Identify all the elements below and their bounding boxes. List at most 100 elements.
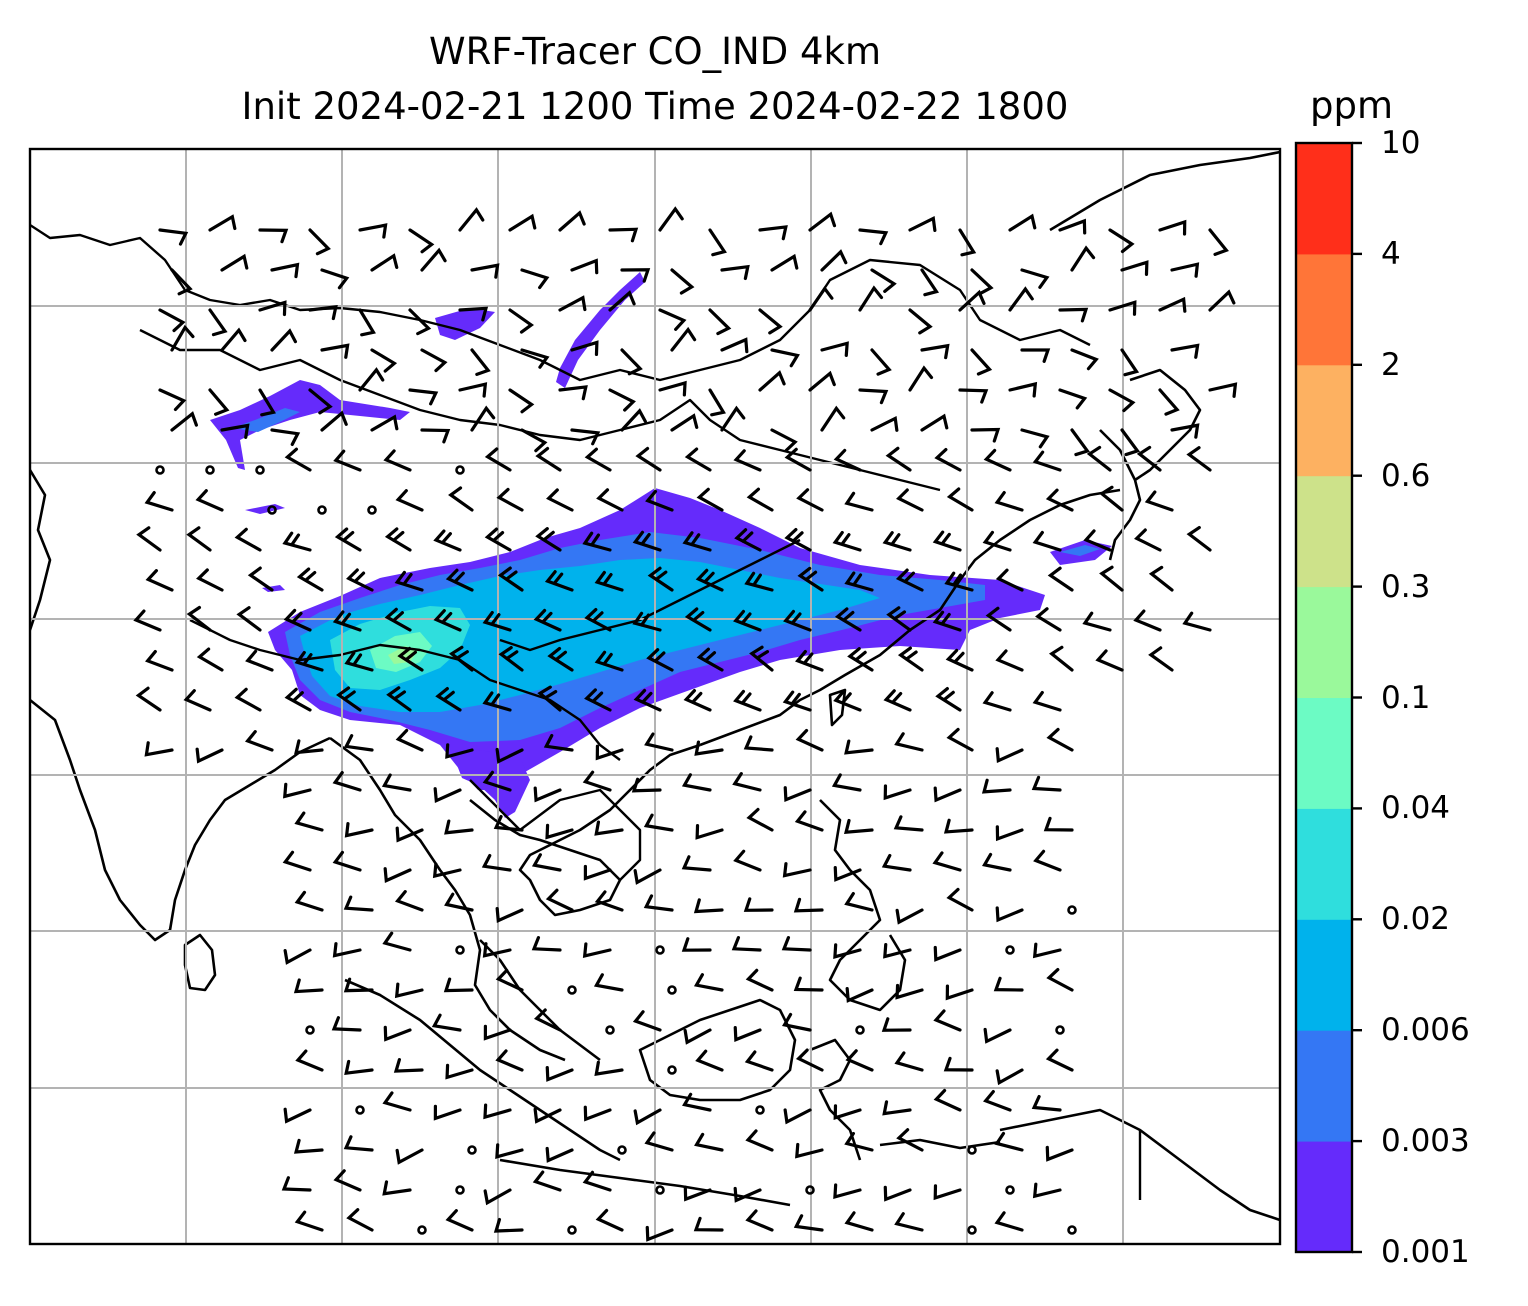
wind-barb <box>820 405 846 432</box>
wind-barb <box>833 1183 862 1200</box>
wind-barb <box>283 782 312 799</box>
wind-barb <box>245 649 274 672</box>
wind-barb <box>448 486 474 512</box>
wind-barb <box>770 428 798 452</box>
wind-barb <box>444 819 474 835</box>
wind-barb <box>1045 1048 1074 1072</box>
wind-barb <box>343 734 374 752</box>
wind-barb <box>681 855 712 872</box>
wind-barb <box>558 385 588 401</box>
wind-barb <box>1058 388 1088 410</box>
wind-barb <box>247 566 274 592</box>
calm-wind-circle <box>1005 1185 1015 1195</box>
wind-barb <box>570 340 599 357</box>
wind-barb <box>681 937 712 952</box>
wind-barb <box>1045 488 1074 512</box>
wind-barb <box>958 289 986 312</box>
wind-barb <box>395 728 424 752</box>
wind-barb <box>970 348 993 376</box>
wind-barb <box>783 609 812 632</box>
wind-barb <box>985 606 1012 632</box>
wind-barb <box>546 488 574 512</box>
wind-barb <box>733 449 762 472</box>
wind-barb <box>584 447 612 472</box>
wind-barb <box>982 530 1012 552</box>
wind-barb <box>332 771 362 792</box>
wind-barb <box>833 689 862 712</box>
wind-barb <box>1170 423 1200 439</box>
wind-barb <box>1032 450 1062 472</box>
wind-barb <box>981 778 1012 794</box>
wind-barb <box>320 410 348 432</box>
wind-barb <box>508 213 537 232</box>
wind-barb <box>170 268 193 296</box>
wind-barb <box>1099 485 1124 512</box>
wind-barb <box>270 328 298 352</box>
wind-barb <box>743 735 774 752</box>
plume-north-2 <box>556 272 645 388</box>
wind-barb <box>582 531 612 552</box>
colorbar-tick-label: 0.001 <box>1381 1234 1470 1270</box>
plume-speck-2 <box>262 585 285 592</box>
wind-barb <box>897 646 924 672</box>
wind-barb <box>733 849 762 872</box>
wind-barb <box>283 948 312 965</box>
wind-barb <box>532 1170 562 1192</box>
wind-barb <box>545 1146 574 1163</box>
wind-barb <box>896 1128 924 1152</box>
wind-barb <box>183 689 212 712</box>
wind-barb <box>343 1135 374 1152</box>
wind-barb <box>783 1108 812 1125</box>
wind-barb <box>594 820 624 836</box>
colorbar-segment <box>1296 143 1352 255</box>
wind-barb <box>782 1012 812 1032</box>
wind-barb <box>995 649 1024 672</box>
calm-wind-circle <box>417 1225 427 1235</box>
wind-barb <box>582 770 612 792</box>
wind-barb <box>533 608 562 632</box>
wind-barb <box>1035 607 1062 632</box>
wind-barb <box>443 977 474 993</box>
wind-barb <box>533 1008 562 1032</box>
wind-barb <box>482 610 512 632</box>
wind-barb <box>358 367 385 392</box>
wind-barb <box>281 1176 312 1192</box>
wind-barb <box>294 890 324 912</box>
wind-barb <box>620 408 647 432</box>
wind-barb <box>582 942 612 959</box>
wind-barb <box>545 823 574 840</box>
wind-barb <box>746 807 774 832</box>
map-frame <box>28 147 1282 1246</box>
wind-barb <box>883 942 912 959</box>
wind-barb <box>1108 300 1137 316</box>
wind-barb <box>744 571 774 592</box>
wind-barb <box>234 687 262 712</box>
wind-barb <box>294 650 324 672</box>
wind-barb <box>946 727 974 752</box>
wind-barb <box>594 570 624 592</box>
wind-barb <box>470 263 500 279</box>
wind-barb <box>145 649 174 672</box>
wind-barb <box>696 487 724 512</box>
wind-barb <box>344 1059 374 1076</box>
wind-barb <box>220 423 250 439</box>
wind-barb <box>994 1131 1024 1152</box>
wind-barb <box>732 772 762 792</box>
wind-barb <box>283 608 312 632</box>
calm-wind-circle <box>267 505 277 515</box>
wind-barb <box>294 811 324 832</box>
wind-barb <box>1020 348 1051 363</box>
wind-barb <box>1108 388 1136 413</box>
wind-barb <box>1008 286 1034 312</box>
wind-barb <box>670 268 695 295</box>
wind-barb <box>943 818 974 834</box>
wind-barb <box>1032 530 1062 552</box>
wind-barb <box>932 530 962 552</box>
wind-barb <box>520 348 550 369</box>
wind-barb <box>833 448 862 472</box>
wind-barb <box>283 1107 312 1124</box>
wind-barb <box>282 850 312 872</box>
wind-barb <box>1046 727 1074 752</box>
plume-north-3 <box>210 380 410 470</box>
wind-barb <box>533 786 562 803</box>
